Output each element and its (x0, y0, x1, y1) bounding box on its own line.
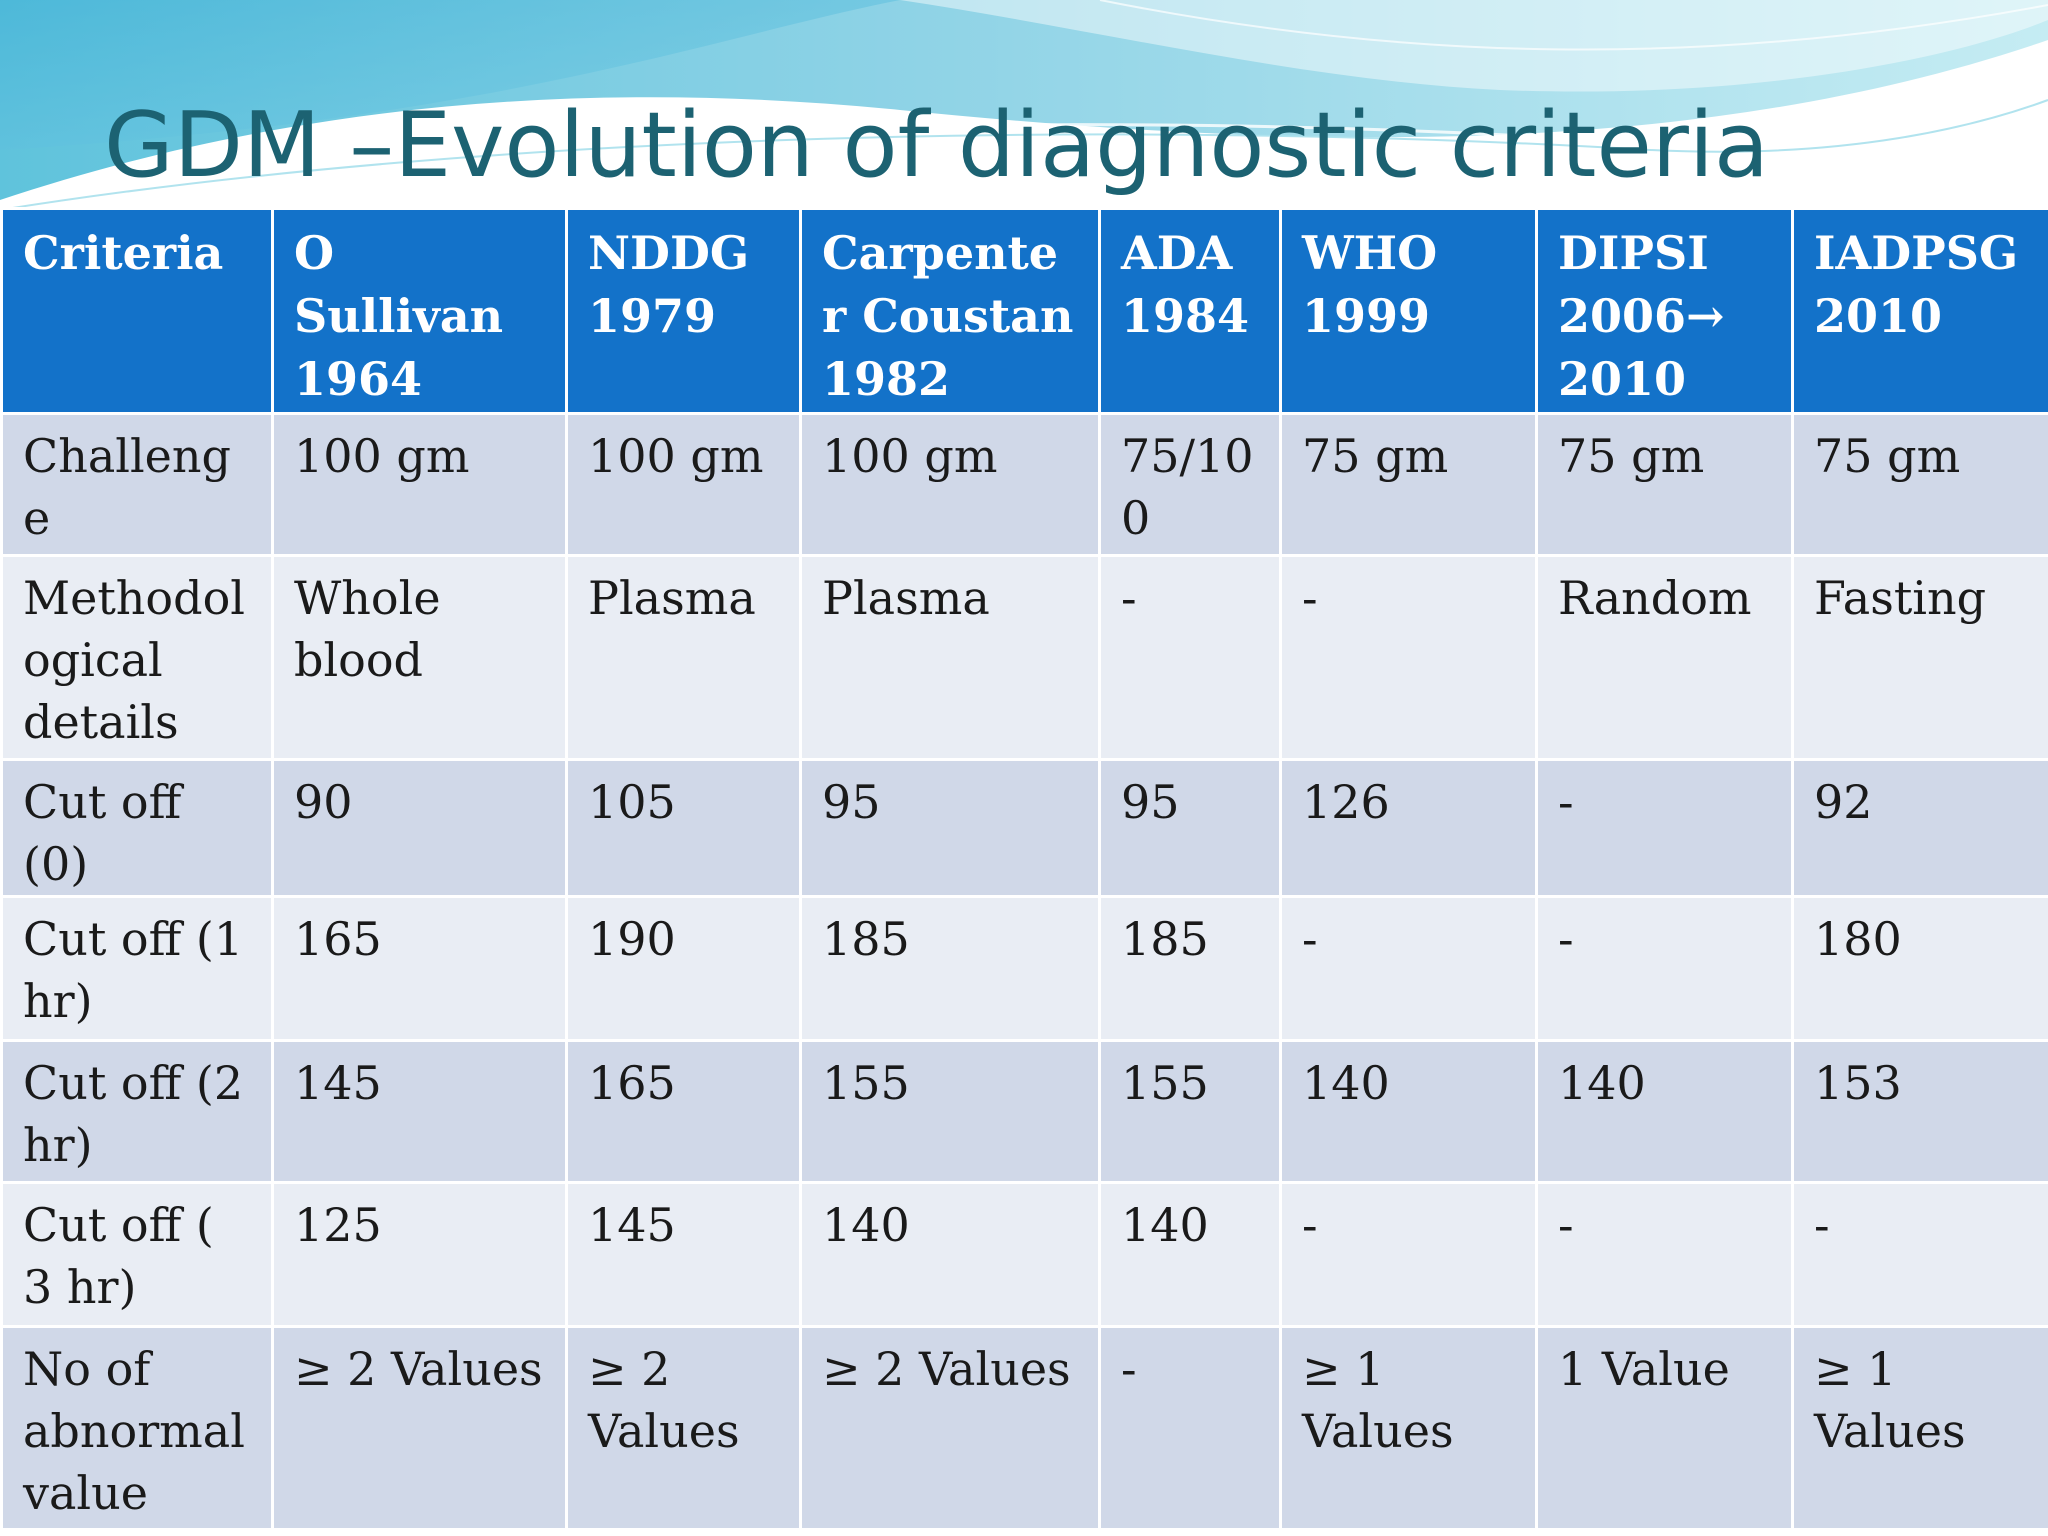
table-cell: - (1098, 554, 1282, 761)
table-cell: 155 (799, 1039, 1101, 1184)
table-cell: 140 (1098, 1181, 1282, 1328)
table-cell: 105 (565, 758, 802, 898)
table-cell: 75 gm (1279, 412, 1538, 557)
table-cell: ≥ 1 Values (1279, 1325, 1538, 1531)
column-header: Carpenter Coustan 1982 (799, 207, 1101, 415)
table-cell: 140 (1535, 1039, 1794, 1184)
table-cell: 100 gm (271, 412, 568, 557)
table-cell: 145 (565, 1181, 802, 1328)
table-cell: - (1279, 554, 1538, 761)
table-cell: - (1535, 895, 1794, 1042)
column-header: WHO 1999 (1279, 207, 1538, 415)
criteria-table: Criteria O Sullivan 1964 NDDG 1979 Carpe… (0, 207, 2048, 1531)
table-header-row: Criteria O Sullivan 1964 NDDG 1979 Carpe… (0, 207, 2048, 415)
table-cell: 153 (1791, 1039, 2048, 1184)
column-header: Criteria (0, 207, 274, 415)
row-label: Cut off (2 hr) (0, 1039, 274, 1184)
table-cell: - (1791, 1181, 2048, 1328)
table-cell: 165 (271, 895, 568, 1042)
table-cell: - (1098, 1325, 1282, 1531)
row-label: Cut off ( 3 hr) (0, 1181, 274, 1328)
row-label: Cut off (1 hr) (0, 895, 274, 1042)
table-row: Challenge 100 gm 100 gm 100 gm 75/100 75… (0, 412, 2048, 557)
page-title: GDM –Evolution of diagnostic criteria (104, 93, 1769, 198)
table-cell: 92 (1791, 758, 2048, 898)
table-cell: 165 (565, 1039, 802, 1184)
background-wave-decoration (0, 0, 2048, 211)
table-cell: 95 (1098, 758, 1282, 898)
table-cell: 125 (271, 1181, 568, 1328)
table-cell: 95 (799, 758, 1101, 898)
column-header: NDDG 1979 (565, 207, 802, 415)
table-cell: 190 (565, 895, 802, 1042)
table-row: No of abnormal value ≥ 2 Values ≥ 2 Valu… (0, 1325, 2048, 1531)
table-cell: 75/100 (1098, 412, 1282, 557)
table-cell: 1 Value (1535, 1325, 1794, 1531)
column-header: IADPSG 2010 (1791, 207, 2048, 415)
table-cell: 126 (1279, 758, 1538, 898)
table-cell: 90 (271, 758, 568, 898)
table-row: Cut off (2 hr) 145 165 155 155 140 140 1… (0, 1039, 2048, 1184)
table-cell: - (1279, 1181, 1538, 1328)
table-row: Cut off (1 hr) 165 190 185 185 - - 180 (0, 895, 2048, 1042)
table-cell: Whole blood (271, 554, 568, 761)
table-cell: Random (1535, 554, 1794, 761)
row-label: Methodological details (0, 554, 274, 761)
row-label: Cut off (0) (0, 758, 274, 898)
row-label: Challenge (0, 412, 274, 557)
row-label: No of abnormal value (0, 1325, 274, 1531)
column-header: DIPSI 2006→ 2010 (1535, 207, 1794, 415)
table-row: Cut off ( 3 hr) 125 145 140 140 - - - (0, 1181, 2048, 1328)
table-cell: 180 (1791, 895, 2048, 1042)
table-cell: 100 gm (799, 412, 1101, 557)
table-cell: 75 gm (1535, 412, 1794, 557)
table-cell: ≥ 2 Values (271, 1325, 568, 1531)
table-cell: Plasma (799, 554, 1101, 761)
table-cell: 100 gm (565, 412, 802, 557)
table-cell: - (1279, 895, 1538, 1042)
column-header: O Sullivan 1964 (271, 207, 568, 415)
table-cell: ≥ 2 Values (565, 1325, 802, 1531)
column-header: ADA 1984 (1098, 207, 1282, 415)
table-cell: 140 (799, 1181, 1101, 1328)
table-cell: - (1535, 1181, 1794, 1328)
table-cell: - (1535, 758, 1794, 898)
table-cell: ≥ 2 Values (799, 1325, 1101, 1531)
table-cell: ≥ 1 Values (1791, 1325, 2048, 1531)
table-cell: 185 (1098, 895, 1282, 1042)
table-cell: 75 gm (1791, 412, 2048, 557)
table-cell: Plasma (565, 554, 802, 761)
table-cell: 155 (1098, 1039, 1282, 1184)
table-row: Cut off (0) 90 105 95 95 126 - 92 (0, 758, 2048, 898)
table-cell: Fasting (1791, 554, 2048, 761)
table-cell: 185 (799, 895, 1101, 1042)
table-cell: 140 (1279, 1039, 1538, 1184)
table-row: Methodological details Whole blood Plasm… (0, 554, 2048, 761)
table-cell: 145 (271, 1039, 568, 1184)
